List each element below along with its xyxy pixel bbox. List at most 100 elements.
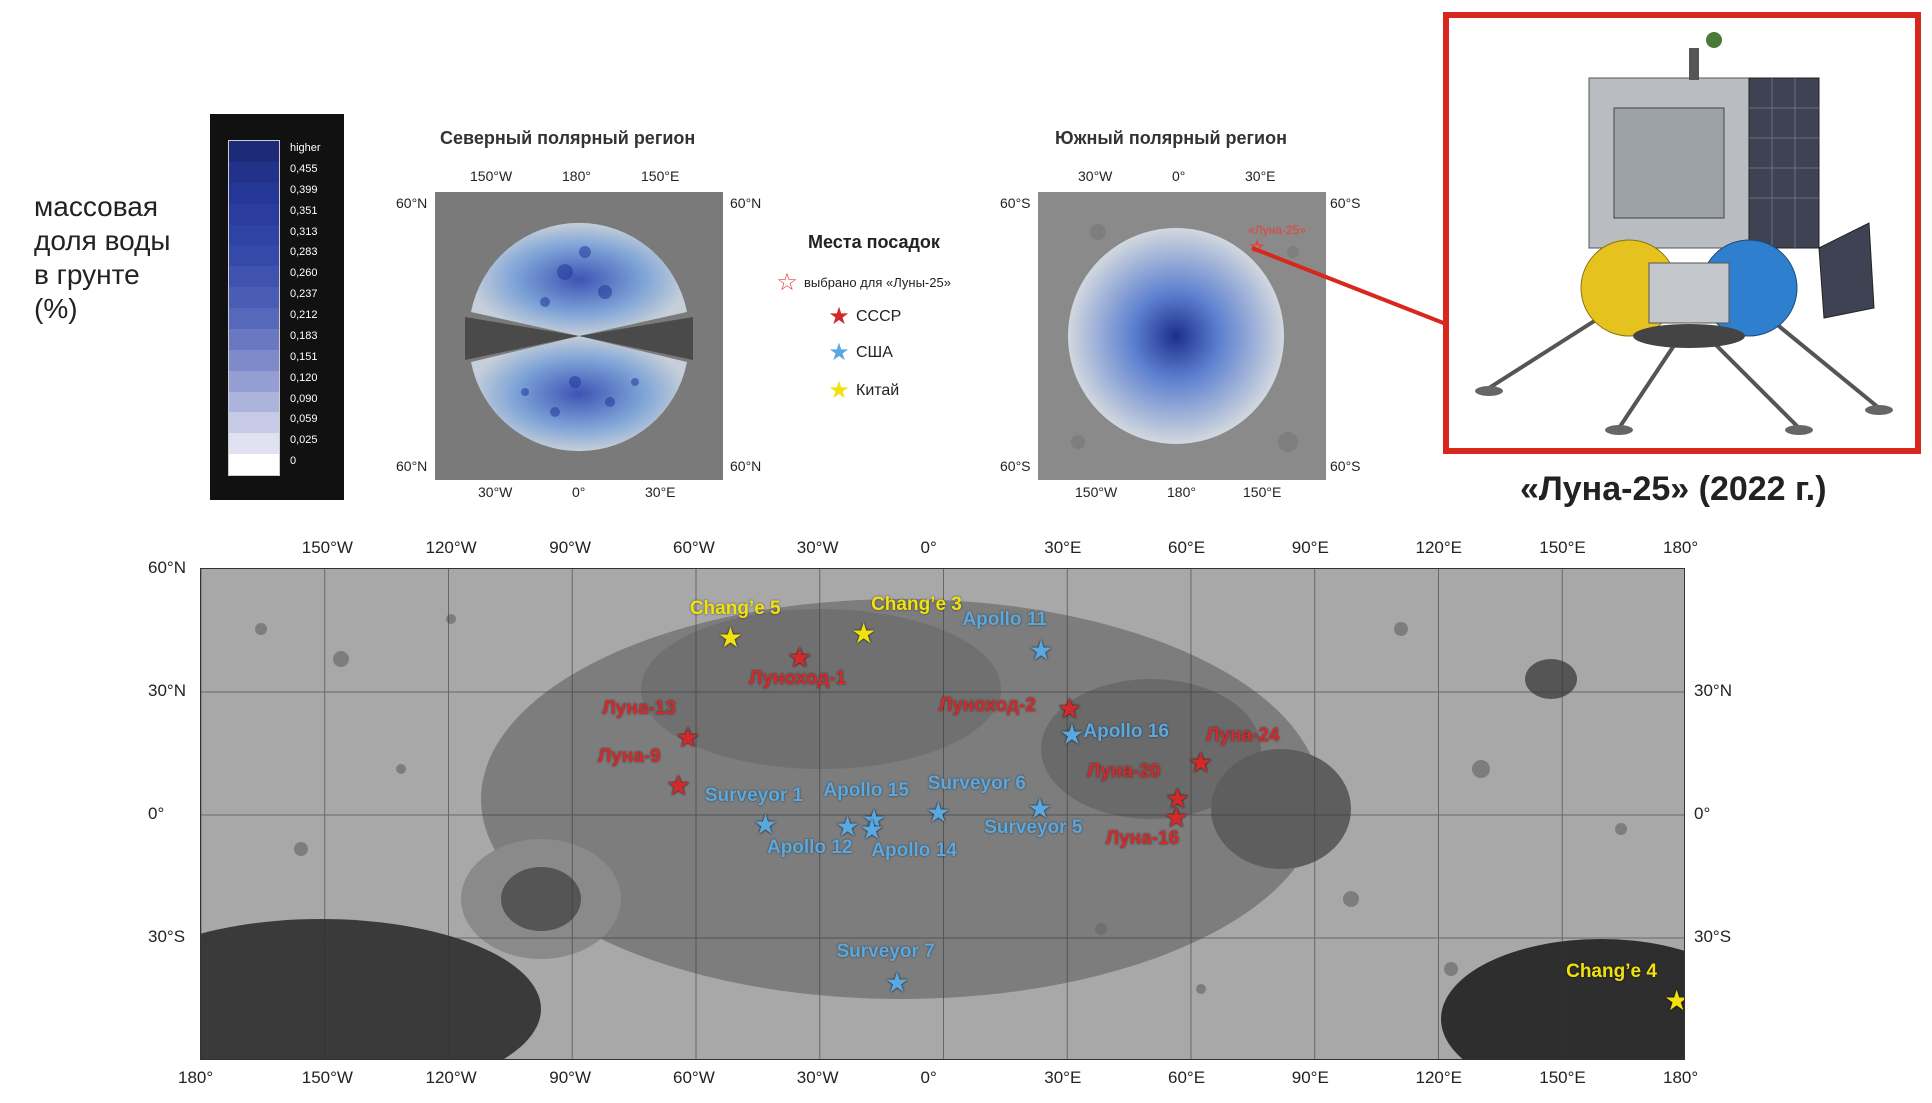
lon-tick-top: 120°E	[1415, 538, 1463, 557]
legend-item-label: СССР	[856, 307, 902, 325]
landing-site-star-icon[interactable]: ★	[1664, 987, 1684, 1015]
colorbar-label: 0,120	[290, 371, 318, 384]
colorbar-swatch	[229, 266, 279, 288]
legend-item-ussr: ★ СССР	[822, 302, 901, 331]
landing-site-label: Apollo 14	[871, 839, 957, 861]
landing-site-star-icon[interactable]: ★	[1059, 719, 1085, 751]
landing-site-label: Surveyor 6	[927, 773, 1026, 795]
colorbar-swatch	[229, 287, 279, 308]
landing-site-star-icon[interactable]: ★	[851, 618, 877, 650]
lon-tick-top: 90°W	[549, 538, 592, 557]
landing-site-star-icon[interactable]: ★	[675, 721, 701, 753]
colorbar-swatches	[228, 140, 280, 476]
lat-tick-left: 30°N	[148, 681, 186, 700]
lon-tick-top: 60°E	[1168, 538, 1206, 557]
landing-site-label: Apollo 16	[1083, 721, 1169, 743]
landing-site-star-icon[interactable]: ★	[925, 797, 951, 829]
lander-caption: «Луна-25» (2022 г.)	[1520, 470, 1827, 508]
south-polar-image: «Луна-25» ☆	[1038, 192, 1326, 480]
legend-item-label: США	[856, 343, 893, 361]
legend-item-usa: ★ США	[822, 338, 893, 367]
lat-tick-left: 60°N	[148, 558, 186, 577]
landing-site-star-icon[interactable]: ★	[884, 967, 910, 999]
lat-tick-left: 30°S	[148, 927, 186, 946]
south-lat-label: 60°S	[1000, 458, 1031, 474]
landing-site-label: Луна-16	[1105, 827, 1180, 849]
landing-site-star-icon[interactable]: ★	[1028, 635, 1054, 666]
south-bottom-tick: 150°W	[1075, 484, 1118, 500]
landing-site-label: Apollo 15	[823, 780, 909, 802]
star-icon: ★	[828, 339, 850, 366]
lon-tick-top: 0°	[920, 538, 937, 557]
legend-item-china: ★ Китай	[822, 376, 899, 405]
water-title-line: в грунте	[34, 259, 140, 290]
lon-tick-bottom: 60°W	[673, 1068, 715, 1087]
colorbar-swatch	[229, 370, 279, 392]
colorbar-label: 0,151	[290, 350, 318, 363]
landing-site-star-icon[interactable]: ★	[752, 809, 778, 841]
lon-tick-top: 180°	[1663, 538, 1699, 557]
landing-site-star-icon[interactable]: ★	[665, 769, 691, 801]
lon-tick-bottom: 60°E	[1168, 1068, 1206, 1087]
north-lat-label: 60°N	[730, 458, 762, 474]
south-bottom-tick: 150°E	[1243, 484, 1282, 500]
landing-site-star-icon[interactable]: ★	[1027, 793, 1053, 825]
landing-site-label: Surveyor 1	[704, 785, 804, 807]
north-top-tick: 150°E	[641, 168, 680, 184]
north-bottom-tick: 30°E	[645, 484, 676, 500]
lon-tick-bottom: 150°W	[301, 1068, 353, 1087]
landing-site-star-icon[interactable]: ★	[834, 811, 861, 843]
landing-site-star-icon[interactable]: ★	[1164, 783, 1191, 815]
south-top-tick: 30°E	[1245, 168, 1276, 184]
north-bottom-tick: 0°	[572, 484, 586, 500]
colorbar-swatch	[229, 141, 279, 162]
south-bottom-tick: 180°	[1167, 484, 1196, 500]
north-polar-image	[435, 192, 723, 480]
landing-site-label: Луна-9	[597, 745, 661, 767]
landing-site-star-icon[interactable]: ★	[787, 641, 813, 673]
colorbar-label: 0,260	[290, 267, 318, 280]
lon-tick-bottom: 120°W	[425, 1068, 477, 1087]
landing-site-star-icon[interactable]: ★	[859, 813, 885, 845]
landing-site-star-icon[interactable]: ★	[1163, 801, 1189, 833]
connector-line	[1251, 246, 1447, 326]
landing-site-label: Chang’e 3	[871, 594, 962, 616]
lat-tick-right: 30°S	[1694, 927, 1732, 946]
colorbar-swatch	[229, 308, 279, 329]
colorbar-label: 0,313	[290, 225, 318, 238]
lon-tick-top: 150°W	[301, 538, 353, 557]
lat-tick-right: 30°N	[1694, 681, 1732, 700]
colorbar-swatch	[229, 203, 279, 225]
colorbar-label: 0,212	[290, 309, 318, 321]
landing-site-star-icon[interactable]: ★	[1188, 746, 1214, 778]
south-lat-label: 60°S	[1330, 195, 1361, 211]
colorbar-swatch	[229, 454, 279, 475]
colorbar-label: 0,399	[290, 183, 318, 196]
water-content-title: массовая доля воды в грунте (%)	[34, 190, 171, 326]
landing-site-star-icon[interactable]: ★	[861, 804, 887, 836]
colorbar-swatch	[229, 161, 279, 183]
south-polar-title: Южный полярный регион	[1055, 128, 1287, 148]
landing-site-star-icon[interactable]: ★	[717, 622, 743, 654]
south-lat-label: 60°S	[1000, 195, 1031, 211]
water-colorbar: higher 0,455 0,399 0,351 0,313 0,283 0,260 0,23…	[210, 114, 344, 500]
moon-main-map: ★ Chang’e 5 ★ Chang’e 3 ★ Луноход-1 ★ Apollo 11…	[200, 568, 1685, 1060]
colorbar-label: higher	[290, 142, 321, 154]
lon-tick-top: 150°E	[1539, 538, 1586, 557]
landing-site-label: Луна-20	[1086, 761, 1161, 783]
colorbar-swatch	[229, 412, 279, 434]
colorbar-label: 0,455	[290, 162, 318, 175]
landing-site-label: Apollo 11	[962, 609, 1047, 630]
luna-25-polar-label: «Луна-25»	[1248, 223, 1306, 237]
landing-site-label: Луна-13	[602, 697, 676, 719]
landing-site-label: Луна-24	[1206, 724, 1280, 746]
lon-tick-top: 30°W	[796, 538, 839, 557]
landing-site-star-icon[interactable]: ★	[1056, 693, 1082, 725]
landing-site-label: Surveyor 7	[836, 941, 935, 963]
landing-site-label: Chang’e 4	[1566, 961, 1657, 983]
lander-frame	[1443, 12, 1921, 454]
colorbar-label: 0,283	[290, 246, 318, 259]
water-title-line: (%)	[34, 293, 78, 324]
lon-tick-top: 90°E	[1291, 538, 1329, 557]
north-lat-label: 60°N	[730, 195, 762, 211]
